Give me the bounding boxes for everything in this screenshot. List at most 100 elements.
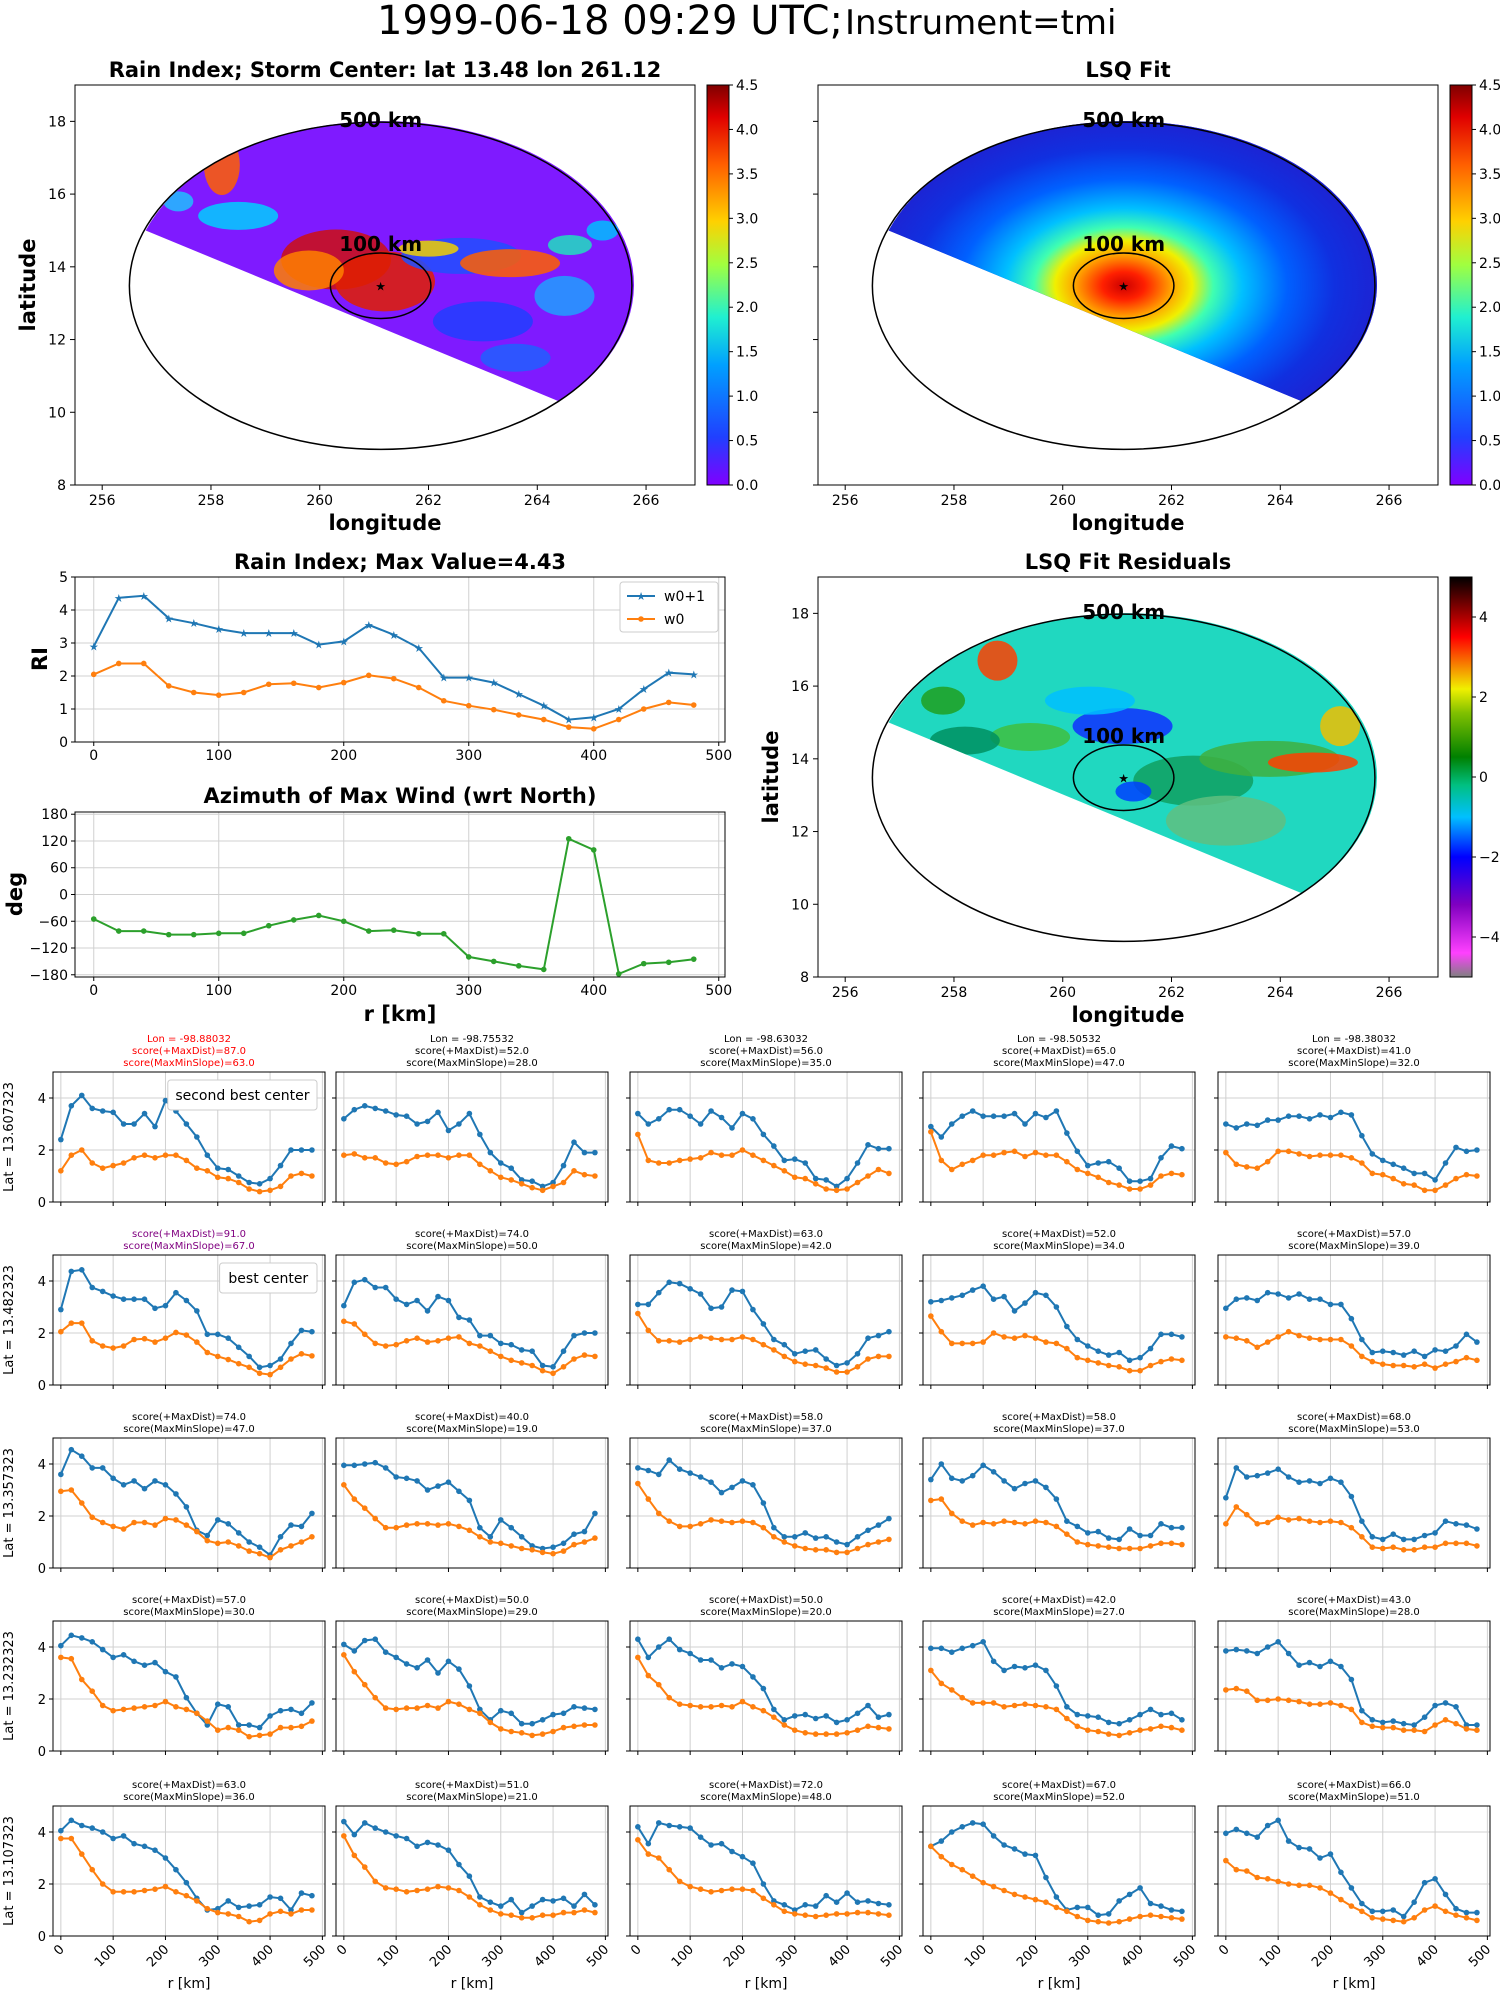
series-w0p1-point [1095,1714,1102,1720]
series-w0p1-point [424,1487,431,1493]
series-w0-point [162,1152,169,1158]
series-w0-point [1463,1354,1470,1361]
series-w0-point [246,1918,252,1925]
x-tick-label: 200 [330,748,357,764]
series-w0p1-point [194,1308,200,1314]
series-w0-point [497,1911,504,1917]
series-w0p1-point [141,1662,148,1668]
series-w0-point [1338,1336,1344,1343]
series-w0p1-point [1453,1144,1459,1151]
series-w0-point [372,1515,379,1522]
panel-score-maxdist: score(+MaxDist)=72.0 [709,1780,823,1791]
series-w0p1-point [162,1855,169,1861]
series-w0-point [990,1521,997,1527]
series-w0p1-point [1275,1291,1281,1297]
series-w0-point [1074,1166,1081,1173]
grid-panel: score(MaxMinSlope)=42.0score(+MaxDist)=6… [626,1229,903,1389]
series-w0p1-point [162,1302,169,1309]
series-w0-point [309,1173,315,1179]
series-w0p1-point [89,1825,96,1831]
series-w0p1-point [539,1896,546,1903]
series-w0p1-point [131,1840,137,1847]
x-tick-label: 200 [330,983,357,999]
series-w0-point [687,1336,693,1343]
series-w0-point [1306,1701,1313,1707]
series-w0p1-point [655,1471,662,1478]
series-w0p1-point [1400,1536,1407,1543]
series-w0-point [194,1898,200,1904]
series-w0-point [550,1370,556,1377]
series-w0-point [99,1702,106,1709]
x-tick-label: 400 [1119,1942,1147,1970]
x-tick-label: 300 [479,1942,507,1970]
series-w0-point [844,1730,850,1736]
series-w0p1-point [771,1524,777,1531]
series-w0p1-point [854,1710,861,1717]
series-w0p1-point [424,1839,431,1846]
series-w0p1-point [1032,1289,1039,1296]
x-tick-label: 300 [773,1942,801,1970]
series-w0p1-point: ★ [689,668,699,681]
series-w0-point [666,1694,673,1701]
axes-border [1217,1805,1491,1937]
series-w0-point [435,1883,441,1890]
series-w0-point [739,1886,746,1892]
series-w0-point [361,1505,368,1511]
series-w0p1-point [1296,1291,1302,1297]
series-w0p1-point [1137,1711,1143,1718]
y-tick-label: 0 [38,1379,46,1394]
series-w0p1-point [414,1297,420,1304]
series-w0p1-point [183,1504,190,1510]
series-w0-point [256,1188,263,1195]
series-w0-point [645,1327,652,1334]
grid-panel: score(MaxMinSlope)=53.0score(+MaxDist)=6… [1214,1412,1491,1572]
series-w0p1-point [1327,1475,1334,1482]
series-w0p1-point [1001,1478,1007,1484]
series-w0p1-point [697,1474,704,1480]
series-w0-point [204,1168,211,1174]
series-w0p1-point [309,1700,315,1706]
series-w0p1-point [969,1820,976,1826]
series-w0p1-point [990,1113,997,1119]
series-w0-point [1421,1544,1428,1550]
series-w0-point [539,1549,546,1556]
series-w0p1-point: ★ [489,677,499,690]
series-w0-point [1001,1149,1007,1156]
series-w0p1-point [1285,1113,1292,1119]
series-w0p1-point [1126,1717,1133,1723]
series-w0p1-point [393,1654,399,1661]
series-w0p1-point [173,1491,179,1497]
series-w0-point [928,1497,934,1504]
series-w0p1-point [1264,1117,1271,1123]
series-w0-point [445,1155,452,1161]
series-w0p1-point [1421,1714,1428,1720]
series-w0p1-point [1390,1718,1397,1724]
series-w0-point [341,1482,347,1488]
series-w0-point [844,1186,850,1192]
series-w0-point [1453,1720,1459,1727]
y-tick-label: 2 [59,669,68,685]
panel-score-maxminslope: score(MaxMinSlope)=35.0 [700,1058,831,1069]
panel-xlabel: r [km] [1333,1976,1376,1992]
series-w0-point [298,1351,305,1357]
series-w0-point [687,1523,693,1530]
series-w0-point [173,1329,179,1336]
x-tick-label: 0 [89,983,98,999]
y-tick-label: 4 [38,1275,46,1290]
series-w0-point [1306,1335,1313,1341]
series-w0-point [1317,1885,1323,1891]
series-w0p1-point [539,1545,546,1552]
series-w0p1-point [1348,1676,1355,1683]
panel-score-maxdist: score(+MaxDist)=65.0 [1002,1046,1116,1057]
series-w0p1-point [655,1289,662,1296]
panel-score-maxminslope: score(MaxMinSlope)=47.0 [123,1424,254,1435]
series-w0-point [487,1348,494,1354]
series-w0-point [592,1173,598,1179]
series-w0p1-point [456,1666,462,1672]
series-w0-point [1379,1724,1386,1731]
series-w0-point [1463,1726,1470,1732]
series-w0p1-point [277,1162,284,1169]
panel-lat-label: Lat = 13.107323 [2,1816,17,1926]
x-tick-label: 266 [633,493,660,509]
series-w0p1-point [110,1109,116,1116]
